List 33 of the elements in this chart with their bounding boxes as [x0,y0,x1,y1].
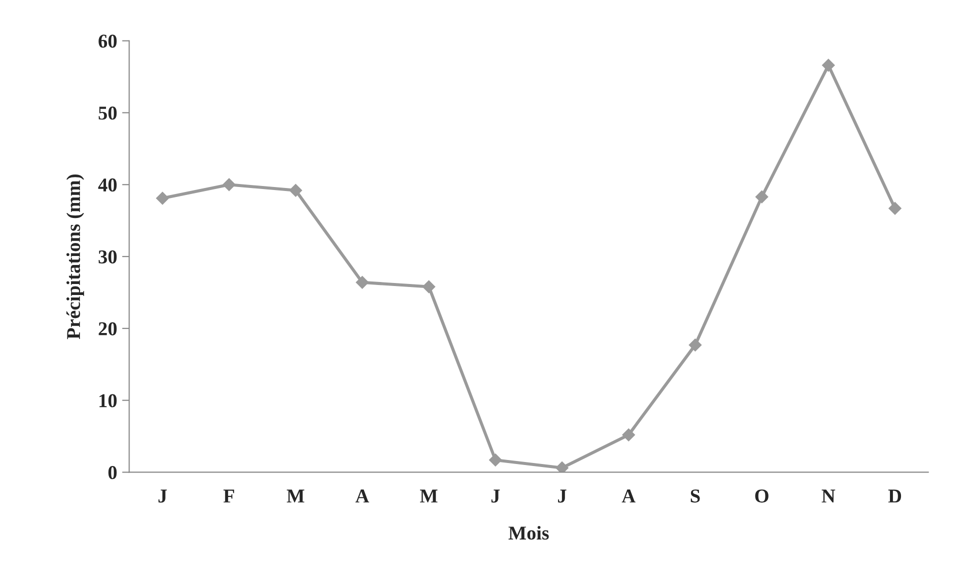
point [356,276,369,289]
point [489,454,502,466]
y-tick-label: 40 [98,178,117,192]
y-axis-title: Précipitations (mm) [66,174,84,340]
point [755,190,768,204]
x-tick-label: F [223,490,234,502]
y-tick-label: 10 [100,394,117,408]
y-tick-label: 30 [98,250,117,264]
point [622,428,636,442]
x-tick-label: M [286,490,304,502]
y-tick-label: 50 [98,106,117,120]
point [822,58,835,72]
y-tick-label: 20 [98,322,117,336]
point [888,202,902,215]
point [556,462,568,472]
point [422,280,436,294]
x-tick-label: D [888,490,902,502]
point [156,192,169,205]
point [688,338,702,352]
x-tick-label: A [355,490,370,502]
x-tick-label: N [822,490,836,502]
x-tick-label: O [755,490,768,503]
x-tick-label: M [420,490,438,502]
x-tick-label: S [690,490,700,503]
x-axis-title: Mois [508,526,549,540]
y-tick-label: 60 [98,34,117,48]
point [222,178,236,192]
x-tick-label: J [558,490,566,503]
y-tick-label: 0 [108,466,117,480]
x-tick-label: A [622,490,636,502]
point [289,184,302,197]
x-tick-label: J [158,490,167,503]
x-tick-label: J [491,490,500,503]
